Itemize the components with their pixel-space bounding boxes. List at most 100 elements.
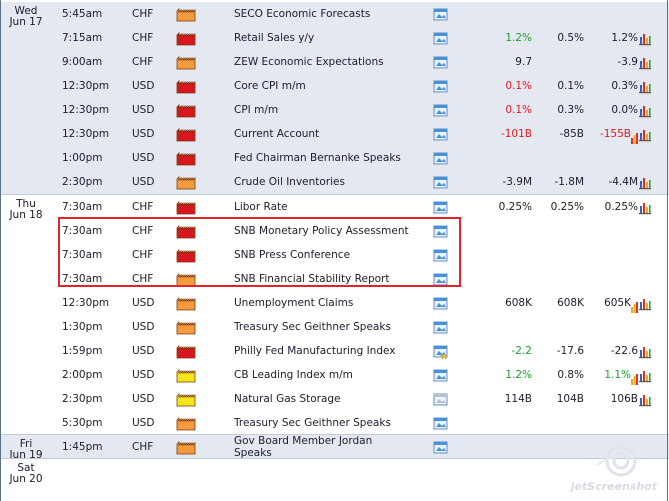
event-title[interactable]: ZEW Economic Expectations	[234, 56, 384, 68]
event-row[interactable]: 7:15am CHF Retail Sales y/y 1.2% 0.5% 1.2%	[52, 26, 667, 50]
note-icon[interactable]	[433, 224, 448, 238]
note-icon[interactable]	[433, 55, 448, 69]
chart-icon[interactable]	[638, 344, 652, 359]
note-icon[interactable]	[433, 103, 448, 117]
previous-text: 0.3%	[611, 80, 638, 92]
medium-impact-icon	[176, 175, 196, 190]
event-row[interactable]: 7:30am CHF SNB Press Conference	[52, 243, 667, 267]
event-time: 2:30pm	[62, 393, 103, 405]
previous-text: -4.4M	[608, 176, 638, 188]
note-icon[interactable]	[433, 79, 448, 93]
note-icon[interactable]	[433, 7, 448, 21]
previous-value: -4.4M	[584, 170, 638, 194]
event-title[interactable]: Retail Sales y/y	[234, 32, 315, 44]
note-icon[interactable]	[433, 248, 448, 262]
event-row[interactable]: 12:30pm USD Core CPI m/m 0.1% 0.1% 0.3%	[52, 74, 667, 98]
event-currency: USD	[132, 417, 155, 429]
event-title[interactable]: Treasury Sec Geithner Speaks	[234, 417, 391, 429]
event-title[interactable]: SNB Press Conference	[234, 249, 351, 261]
actual-value	[452, 315, 532, 339]
note-icon[interactable]	[433, 440, 448, 454]
event-title[interactable]: CPI m/m	[234, 104, 279, 116]
chart-icon[interactable]	[638, 127, 652, 142]
chart-icon[interactable]	[638, 368, 652, 383]
event-row[interactable]: 1:00pm USD Fed Chairman Bernanke Speaks	[52, 146, 667, 170]
event-row[interactable]: 7:30am CHF SNB Monetary Policy Assessment	[52, 219, 667, 243]
event-row[interactable]: 5:45am CHF SECO Economic Forecasts	[52, 2, 667, 26]
event-title[interactable]: Fed Chairman Bernanke Speaks	[234, 152, 401, 164]
chart-icon[interactable]	[638, 296, 652, 311]
revised-icon[interactable]	[631, 129, 638, 144]
event-title[interactable]: SECO Economic Forecasts	[234, 8, 371, 20]
note-icon[interactable]	[433, 31, 448, 45]
event-row[interactable]: 12:30pm USD Current Account -101B -85B -155…	[52, 122, 667, 146]
note-icon[interactable]	[433, 175, 448, 189]
event-row[interactable]: 2:30pm USD Crude Oil Inventories -3.9M -1.…	[52, 170, 667, 194]
note-icon[interactable]	[433, 416, 448, 430]
day-date: Jun 17	[9, 16, 43, 28]
medium-impact-icon	[176, 55, 196, 70]
note-icon[interactable]	[433, 272, 448, 286]
forecast-value: 608K	[557, 297, 584, 309]
revised-icon[interactable]	[631, 370, 638, 385]
note-icon[interactable]	[433, 296, 448, 310]
event-row[interactable]: 9:00am CHF ZEW Economic Expectations 9.7 -…	[52, 50, 667, 74]
event-row[interactable]: 2:00pm USD CB Leading Index m/m 1.2% 0.8% 1…	[52, 363, 667, 387]
previous-value	[584, 411, 638, 435]
note-icon[interactable]	[433, 151, 448, 165]
medium-impact-icon	[176, 416, 196, 431]
event-row[interactable]: 1:30pm USD Treasury Sec Geithner Speaks	[52, 315, 667, 339]
forecast-value: 0.25%	[550, 201, 584, 213]
note-grey-icon[interactable]	[433, 392, 448, 406]
event-title[interactable]: Core CPI m/m	[234, 80, 306, 92]
event-title[interactable]: Treasury Sec Geithner Speaks	[234, 321, 391, 333]
actual-value	[452, 435, 532, 459]
event-currency: CHF	[132, 273, 154, 285]
event-row[interactable]: 5:30pm USD Treasury Sec Geithner Speaks	[52, 411, 667, 435]
event-currency: USD	[132, 80, 155, 92]
note-icon[interactable]	[433, 127, 448, 141]
day-name: Wed	[14, 5, 38, 17]
event-row[interactable]: 12:30pm USD Unemployment Claims 608K 608K 6…	[52, 291, 667, 315]
note-star-icon[interactable]	[433, 344, 449, 360]
chart-icon[interactable]	[638, 200, 652, 215]
high-impact-icon	[176, 200, 196, 215]
chart-icon[interactable]	[638, 175, 652, 190]
note-icon[interactable]	[433, 320, 448, 334]
event-row[interactable]: 7:30am CHF SNB Financial Stability Report	[52, 267, 667, 291]
event-title[interactable]: Natural Gas Storage	[234, 393, 341, 405]
revised-icon[interactable]	[631, 298, 638, 313]
event-currency: USD	[132, 152, 155, 164]
event-title[interactable]: Philly Fed Manufacturing Index	[234, 345, 396, 357]
event-row[interactable]: 2:30pm USD Natural Gas Storage 114B 104B 10…	[52, 387, 667, 411]
event-title[interactable]: Gov Board Member Jordan Speaks	[234, 435, 372, 459]
note-icon[interactable]	[433, 368, 448, 382]
chart-icon[interactable]	[638, 31, 652, 46]
event-time: 1:59pm	[62, 345, 103, 357]
event-title[interactable]: SNB Monetary Policy Assessment	[234, 225, 409, 237]
event-row[interactable]: 12:30pm USD CPI m/m 0.1% 0.3% 0.0%	[52, 98, 667, 122]
chart-icon[interactable]	[638, 392, 652, 407]
event-title[interactable]: Crude Oil Inventories	[234, 176, 345, 188]
event-time: 7:15am	[62, 32, 103, 44]
chart-icon[interactable]	[638, 79, 652, 94]
event-title[interactable]: CB Leading Index m/m	[234, 369, 353, 381]
actual-value: -3.9M	[502, 176, 532, 188]
event-row[interactable]: 7:30am CHF Libor Rate 0.25% 0.25% 0.25%	[52, 195, 667, 219]
event-row[interactable]: 1:59pm USD Philly Fed Manufacturing Index…	[52, 339, 667, 363]
previous-value: 106B	[584, 387, 638, 411]
event-currency: USD	[132, 369, 155, 381]
chart-icon[interactable]	[638, 55, 652, 70]
event-title[interactable]: Libor Rate	[234, 201, 288, 213]
event-row[interactable]: 1:45pm CHF Gov Board Member Jordan Speaks	[52, 435, 667, 459]
forecast-value: -17.6	[556, 345, 584, 357]
event-title[interactable]: Unemployment Claims	[234, 297, 354, 309]
actual-value: 0.1%	[505, 104, 532, 116]
event-time: 1:45pm	[62, 441, 103, 453]
event-title[interactable]: Current Account	[234, 128, 320, 140]
event-title[interactable]: SNB Financial Stability Report	[234, 273, 390, 285]
previous-value	[584, 315, 638, 339]
note-icon[interactable]	[433, 200, 448, 214]
high-impact-icon	[176, 103, 196, 118]
chart-icon[interactable]	[638, 103, 652, 118]
